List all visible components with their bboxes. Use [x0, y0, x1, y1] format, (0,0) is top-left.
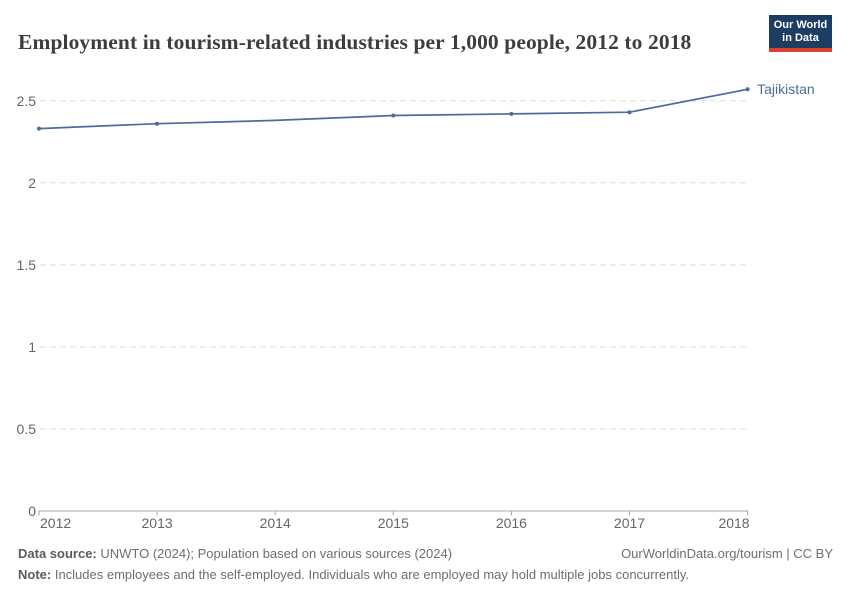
y-tick-label: 0.5: [17, 421, 37, 437]
chart-canvas: 0 0.5 1 1.5 2 2.5 2012 2013 2014 2015 2016 2017 2018…: [17, 81, 815, 531]
owid-logo-line2: in Data: [782, 32, 819, 44]
data-point[interactable]: [509, 111, 514, 116]
data-source-text: UNWTO (2024); Population based on variou…: [96, 546, 453, 561]
x-tick-label: 2015: [378, 515, 409, 531]
y-tick-label: 0: [28, 503, 36, 519]
data-point[interactable]: [627, 110, 632, 115]
chart-footer: Data source: UNWTO (2024); Population ba…: [18, 546, 833, 583]
y-tick-label: 2: [28, 175, 36, 191]
y-tick-label: 1.5: [17, 257, 37, 273]
data-point[interactable]: [37, 126, 41, 131]
data-source-label: Data source:: [18, 546, 97, 561]
data-point[interactable]: [155, 121, 160, 126]
data-point[interactable]: [391, 113, 396, 118]
data-source-line: Data source: UNWTO (2024); Population ba…: [18, 546, 452, 562]
line-chart: 0 0.5 1 1.5 2 2.5 2012 2013 2014 2015 2016 2017 2018…: [0, 70, 850, 540]
attribution-link[interactable]: OurWorldinData.org/tourism | CC BY: [621, 546, 833, 561]
x-tick-label: 2016: [496, 515, 527, 531]
owid-logo[interactable]: Our World in Data: [769, 15, 832, 52]
note-line: Note: Includes employees and the self-em…: [18, 567, 833, 583]
note-text: Includes employees and the self-employed…: [51, 567, 690, 582]
x-tick-label: 2017: [614, 515, 645, 531]
owid-logo-line1: Our World: [773, 19, 828, 31]
x-tick-label: 2012: [40, 515, 71, 531]
x-tick-label: 2013: [142, 515, 173, 531]
x-tick-label: 2018: [718, 515, 749, 531]
note-label: Note:: [18, 567, 52, 582]
x-tick-label: 2014: [260, 515, 291, 531]
data-point[interactable]: [745, 87, 750, 92]
y-tick-label: 1: [28, 339, 36, 355]
y-tick-label: 2.5: [17, 93, 37, 109]
data-line[interactable]: [38, 88, 749, 130]
entity-label[interactable]: Tajikistan: [757, 81, 815, 97]
page-title: Employment in tourism-related industries…: [18, 30, 692, 55]
